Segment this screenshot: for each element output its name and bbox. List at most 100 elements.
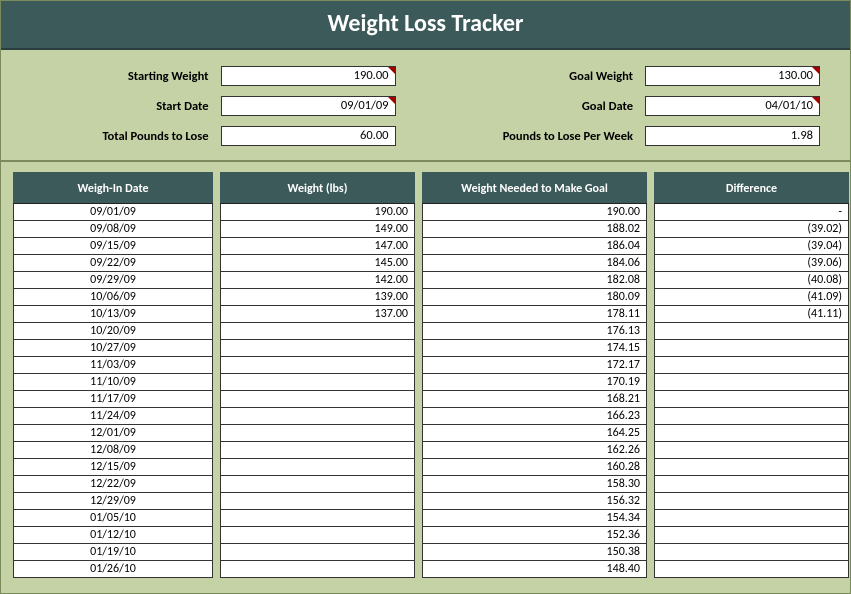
table-cell[interactable]: (40.08)	[654, 272, 849, 289]
table-cell[interactable]: 149.00	[220, 221, 415, 238]
table-cell[interactable]: 178.11	[422, 306, 647, 323]
table-cell[interactable]: 10/06/09	[13, 289, 213, 306]
table-cell[interactable]: 137.00	[220, 306, 415, 323]
table-cell[interactable]: -	[654, 204, 849, 221]
label-starting-weight: Starting Weight	[128, 69, 209, 84]
table-cell[interactable]	[220, 544, 415, 561]
table-cell[interactable]	[220, 357, 415, 374]
table-cell[interactable]: 174.15	[422, 340, 647, 357]
table-cell[interactable]: 176.13	[422, 323, 647, 340]
table-cell[interactable]: 184.06	[422, 255, 647, 272]
cell-goal-weight[interactable]: 130.00	[645, 66, 820, 86]
table-cell[interactable]	[220, 561, 415, 578]
table-cell[interactable]: 11/03/09	[13, 357, 213, 374]
table-cell[interactable]: 190.00	[220, 204, 415, 221]
table-cell[interactable]: 142.00	[220, 272, 415, 289]
table-cell[interactable]: 12/15/09	[13, 459, 213, 476]
cell-per-week[interactable]: 1.98	[645, 126, 820, 146]
table-cell[interactable]	[654, 561, 849, 578]
table-cell[interactable]: 154.34	[422, 510, 647, 527]
table-cell[interactable]: 01/05/10	[13, 510, 213, 527]
table-cell[interactable]	[654, 527, 849, 544]
table-cell[interactable]: (39.02)	[654, 221, 849, 238]
table-cell[interactable]: 12/01/09	[13, 425, 213, 442]
table-cell[interactable]	[654, 442, 849, 459]
table-cell[interactable]: 09/29/09	[13, 272, 213, 289]
table-cell[interactable]: 158.30	[422, 476, 647, 493]
table-cell[interactable]: 12/22/09	[13, 476, 213, 493]
table-cell[interactable]	[220, 510, 415, 527]
table-cell[interactable]: (41.11)	[654, 306, 849, 323]
cell-goal-date[interactable]: 04/01/10	[645, 96, 820, 116]
table-cell[interactable]	[220, 408, 415, 425]
table-cell[interactable]	[220, 476, 415, 493]
table-cell[interactable]	[220, 340, 415, 357]
table-cell[interactable]: 160.28	[422, 459, 647, 476]
table-cell[interactable]	[654, 391, 849, 408]
table-cell[interactable]: 152.36	[422, 527, 647, 544]
table-cell[interactable]: 170.19	[422, 374, 647, 391]
table-cell[interactable]	[654, 459, 849, 476]
table-cell[interactable]: 01/19/10	[13, 544, 213, 561]
table-cell[interactable]	[654, 374, 849, 391]
table-cell[interactable]: 01/26/10	[13, 561, 213, 578]
table-cell[interactable]	[220, 323, 415, 340]
table-cell[interactable]: 147.00	[220, 238, 415, 255]
summary-panel: Starting Weight 190.00 Goal Weight 130.0…	[1, 50, 850, 162]
table-cell[interactable]	[220, 425, 415, 442]
table-cell[interactable]	[220, 527, 415, 544]
cell-start-date[interactable]: 09/01/09	[221, 96, 396, 116]
table-cell[interactable]	[654, 476, 849, 493]
table-cell[interactable]: 09/08/09	[13, 221, 213, 238]
table-cell[interactable]	[654, 544, 849, 561]
table-cell[interactable]	[654, 323, 849, 340]
table-cell[interactable]: (39.04)	[654, 238, 849, 255]
table-cell[interactable]: 09/22/09	[13, 255, 213, 272]
table-cell[interactable]: 11/24/09	[13, 408, 213, 425]
table-cell[interactable]	[220, 459, 415, 476]
table-cell[interactable]: 180.09	[422, 289, 647, 306]
table-cell[interactable]: (41.09)	[654, 289, 849, 306]
table-cell[interactable]: 162.26	[422, 442, 647, 459]
table-cell[interactable]: 139.00	[220, 289, 415, 306]
table-cell[interactable]: 164.25	[422, 425, 647, 442]
table-cell[interactable]: 12/08/09	[13, 442, 213, 459]
table-cell[interactable]: 10/27/09	[13, 340, 213, 357]
table-cell[interactable]: 172.17	[422, 357, 647, 374]
table-cell[interactable]	[654, 408, 849, 425]
table-cell[interactable]: 168.21	[422, 391, 647, 408]
column-weigh-in-date: Weigh-In Date 09/01/0909/08/0909/15/0909…	[13, 172, 213, 578]
table-cell[interactable]: (39.06)	[654, 255, 849, 272]
table-cell[interactable]: 09/01/09	[13, 204, 213, 221]
table-cell[interactable]: 12/29/09	[13, 493, 213, 510]
table-cell[interactable]: 188.02	[422, 221, 647, 238]
table-cell[interactable]	[654, 493, 849, 510]
field-start-date: Start Date 09/01/09	[31, 96, 396, 116]
table-cell[interactable]	[654, 510, 849, 527]
table-cell[interactable]	[220, 374, 415, 391]
table-cell[interactable]	[220, 442, 415, 459]
table-cell[interactable]: 01/12/10	[13, 527, 213, 544]
cell-total-lose[interactable]: 60.00	[221, 126, 396, 146]
table-cell[interactable]: 10/13/09	[13, 306, 213, 323]
table-cell[interactable]: 10/20/09	[13, 323, 213, 340]
table-cell[interactable]: 156.32	[422, 493, 647, 510]
table-cell[interactable]	[220, 493, 415, 510]
table-cell[interactable]	[220, 391, 415, 408]
table-cell[interactable]: 166.23	[422, 408, 647, 425]
table-cell[interactable]: 145.00	[220, 255, 415, 272]
table-cell[interactable]	[654, 340, 849, 357]
table-cell[interactable]: 09/15/09	[13, 238, 213, 255]
table-cell[interactable]: 190.00	[422, 204, 647, 221]
column-needed: Weight Needed to Make Goal 190.00188.021…	[422, 172, 647, 578]
table-cell[interactable]: 148.40	[422, 561, 647, 578]
table-cell[interactable]	[654, 357, 849, 374]
table-cell[interactable]	[654, 425, 849, 442]
table-cell[interactable]: 186.04	[422, 238, 647, 255]
page-title: Weight Loss Tracker	[1, 1, 850, 50]
table-cell[interactable]: 11/10/09	[13, 374, 213, 391]
table-cell[interactable]: 182.08	[422, 272, 647, 289]
table-cell[interactable]: 150.38	[422, 544, 647, 561]
table-cell[interactable]: 11/17/09	[13, 391, 213, 408]
cell-starting-weight[interactable]: 190.00	[221, 66, 396, 86]
